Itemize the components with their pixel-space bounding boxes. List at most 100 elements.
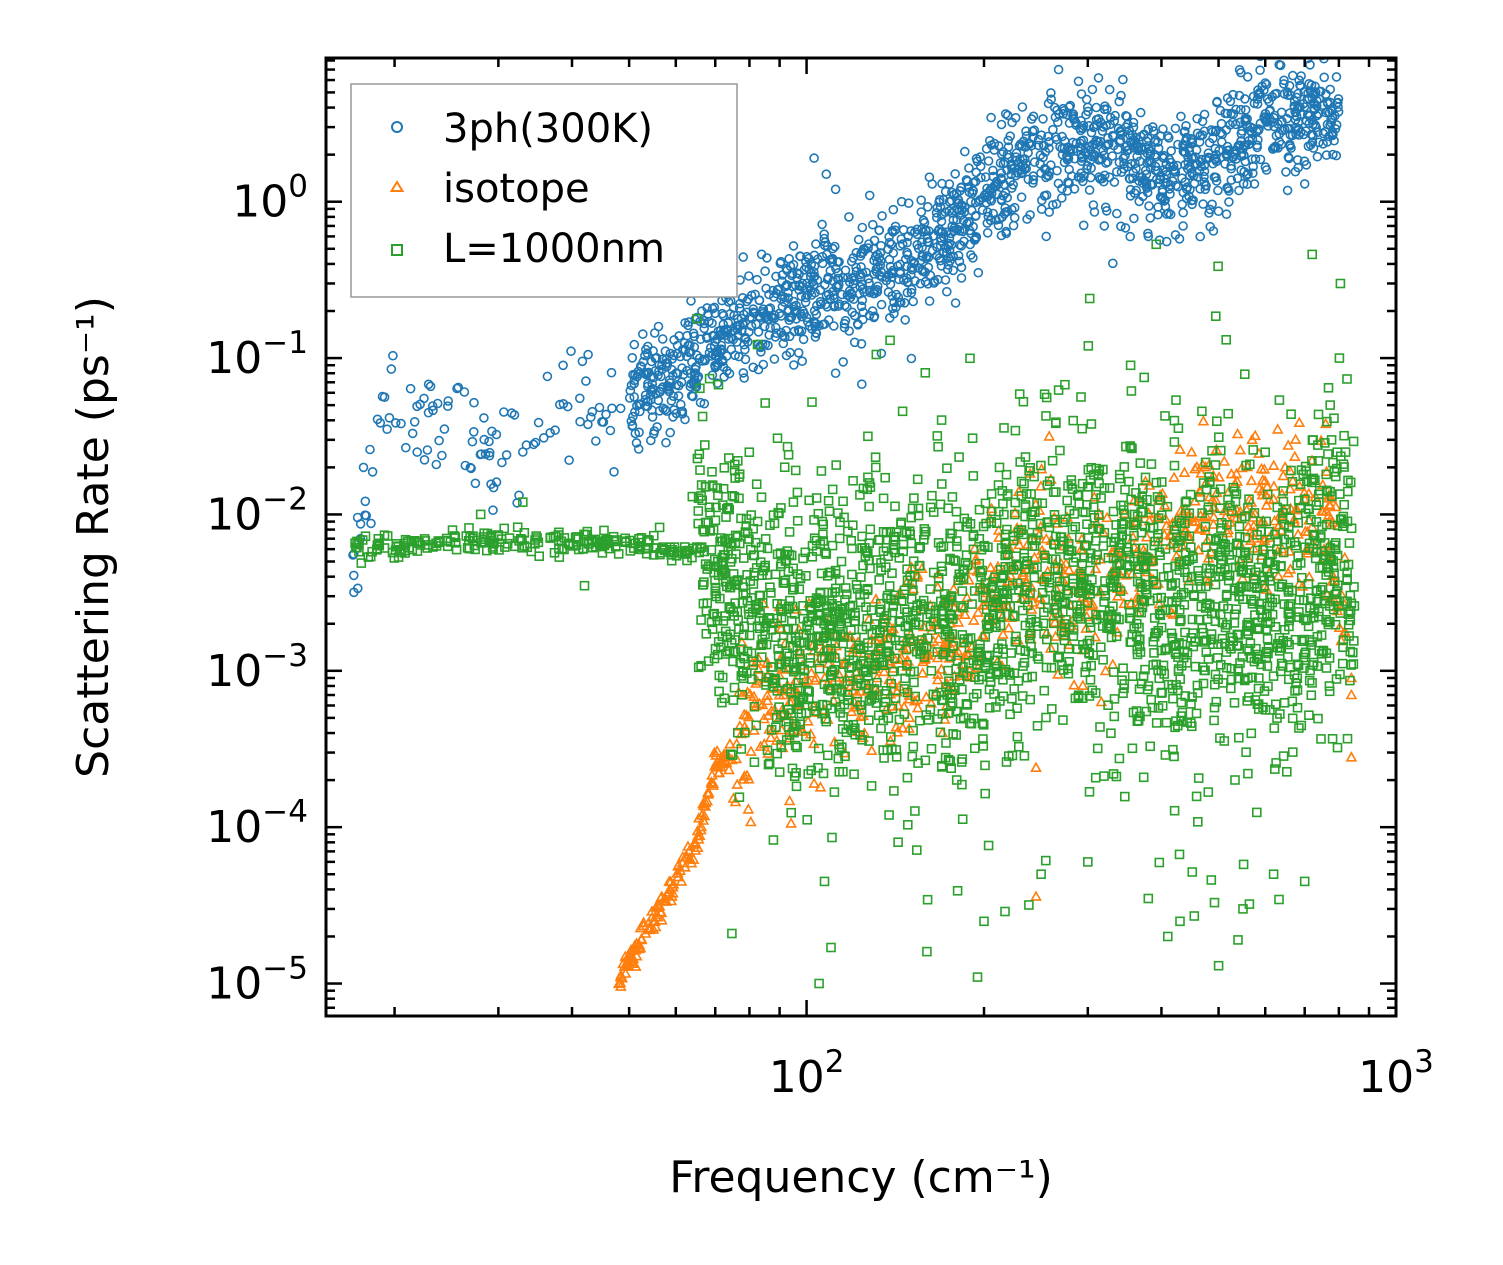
data-point [876, 723, 886, 734]
data-point [1316, 86, 1326, 97]
data-point [1173, 666, 1184, 677]
data-point [665, 427, 676, 438]
data-point [497, 457, 507, 468]
data-point [912, 474, 923, 485]
data-point [999, 423, 1009, 433]
data-point [944, 179, 955, 189]
data-point [1207, 199, 1217, 210]
data-point [688, 328, 699, 339]
data-point [906, 255, 917, 266]
data-point [1129, 213, 1139, 224]
data-point [802, 251, 812, 262]
data-point [558, 398, 569, 409]
data-point [1140, 165, 1151, 176]
data-point [1211, 311, 1221, 322]
data-point [768, 835, 779, 845]
data-point [738, 553, 749, 563]
data-point [779, 297, 790, 307]
data-point [1139, 130, 1149, 140]
data-point [1057, 183, 1067, 194]
data-point [1094, 172, 1104, 182]
data-point [889, 786, 899, 796]
data-point [765, 322, 776, 333]
data-point [680, 318, 690, 328]
data-point [1099, 771, 1109, 781]
data-point [1161, 717, 1172, 728]
data-point [675, 399, 686, 410]
data-point [869, 312, 879, 323]
data-point [1112, 208, 1122, 219]
data-point [1170, 167, 1181, 177]
data-point [801, 312, 812, 323]
data-point [1170, 230, 1181, 240]
series-l-1000nm [350, 239, 1360, 989]
data-point [895, 268, 906, 279]
data-point [1008, 220, 1019, 231]
data-point [1128, 173, 1138, 183]
data-point [1132, 649, 1143, 660]
data-point [865, 744, 878, 756]
data-point [629, 339, 640, 350]
data-point [900, 315, 911, 325]
data-point [1304, 710, 1314, 721]
data-point [1260, 162, 1271, 172]
data-point [412, 401, 422, 412]
data-point [1190, 159, 1200, 169]
data-point [382, 424, 392, 435]
data-point [838, 357, 849, 367]
data-point [680, 414, 690, 425]
data-point [1029, 572, 1040, 583]
data-point [872, 286, 883, 297]
data-point [830, 368, 841, 379]
data-point [940, 243, 951, 253]
data-point [1274, 59, 1284, 70]
data-point [980, 760, 990, 771]
data-point [1141, 181, 1152, 192]
data-point [1039, 141, 1049, 151]
data-point [954, 256, 965, 267]
data-point [1002, 149, 1013, 160]
data-point [1041, 712, 1051, 723]
data-point [935, 227, 946, 237]
data-point [713, 358, 724, 369]
data-point [763, 314, 774, 324]
data-point [1115, 135, 1126, 146]
data-point [1105, 112, 1116, 123]
data-point [1012, 731, 1023, 742]
data-point [1234, 65, 1245, 75]
data-point [788, 296, 799, 307]
data-point [1026, 140, 1037, 151]
data-point [1010, 425, 1021, 436]
data-point [769, 354, 780, 364]
data-point [1332, 742, 1343, 753]
data-point [594, 402, 605, 413]
data-point [1168, 693, 1178, 704]
data-point [957, 814, 968, 825]
data-point [1036, 204, 1047, 214]
data-point [891, 302, 901, 313]
data-point [1171, 395, 1181, 405]
data-point [1021, 163, 1031, 174]
data-point [772, 284, 783, 295]
data-point [1267, 459, 1280, 471]
data-point [857, 222, 868, 233]
data-point [1145, 213, 1156, 223]
data-point [1104, 172, 1115, 182]
data-point [954, 226, 965, 236]
data-point [352, 583, 363, 594]
data-point [528, 439, 539, 450]
data-point [876, 267, 887, 277]
data-point [695, 465, 705, 475]
data-point [748, 362, 759, 373]
data-point [1335, 278, 1346, 289]
data-point [987, 183, 998, 193]
data-point [384, 412, 395, 423]
data-point [854, 288, 865, 299]
data-point [1261, 79, 1272, 90]
data-point [1033, 140, 1044, 151]
data-point [1093, 73, 1104, 83]
data-point [1166, 146, 1176, 156]
data-point [1101, 206, 1112, 216]
data-point [970, 197, 981, 208]
data-point [874, 225, 885, 235]
